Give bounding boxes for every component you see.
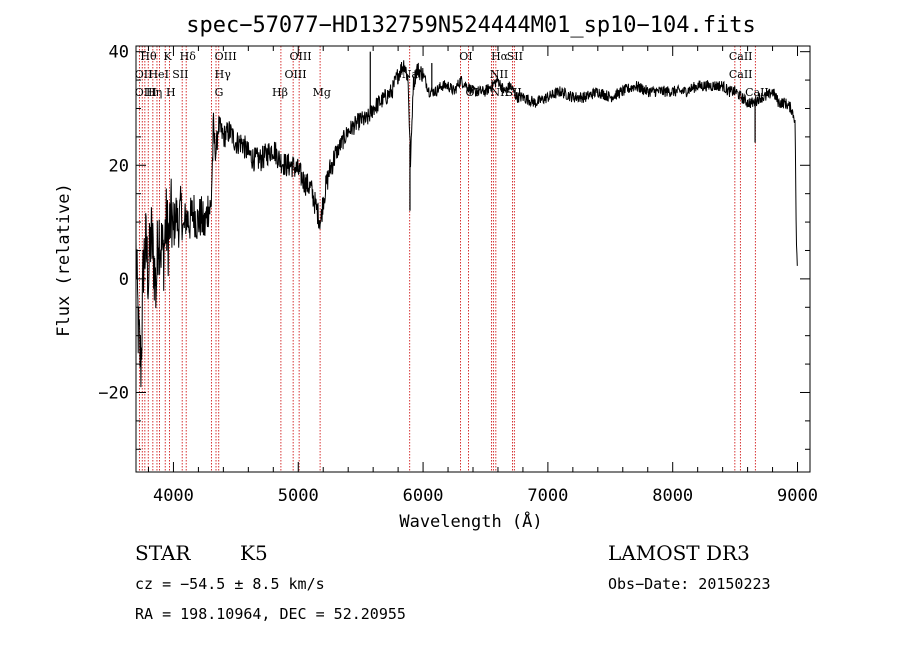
x-tick-label: 6000 xyxy=(403,486,444,506)
line-label: Hβ xyxy=(272,86,288,99)
spectrum-line xyxy=(135,60,798,388)
y-axis: −20 0 20 40 xyxy=(98,43,810,450)
reference-lines xyxy=(138,46,756,472)
line-label: G xyxy=(215,86,224,99)
y-axis-label: Flux (relative) xyxy=(54,183,74,337)
x-tick-label: 9000 xyxy=(777,486,818,506)
line-label: SII xyxy=(507,50,523,63)
line-label: K xyxy=(163,50,172,63)
line-label: Mg xyxy=(313,86,331,99)
plot-frame xyxy=(135,45,811,473)
x-tick-label: 4000 xyxy=(153,486,194,506)
line-label: CaII xyxy=(729,50,753,63)
line-label: Hγ xyxy=(215,68,232,81)
line-label: CaII xyxy=(745,86,769,99)
line-label: OIII xyxy=(215,50,237,63)
x-tick-label: 5000 xyxy=(278,486,319,506)
x-tick-label: 7000 xyxy=(527,486,568,506)
y-tick-label: −20 xyxy=(98,383,129,403)
coordinates: RA = 198.10964, DEC = 52.20955 xyxy=(135,605,406,623)
line-label: SII xyxy=(172,68,188,81)
line-label: OII xyxy=(135,68,153,81)
x-axis-label: Wavelength (Å) xyxy=(399,510,542,532)
line-label: CaII xyxy=(729,68,753,81)
line-label: OI xyxy=(459,50,472,63)
line-label: OIII xyxy=(290,50,312,63)
survey-name: LAMOST DR3 xyxy=(608,541,750,565)
spectrum-spikes xyxy=(369,51,756,211)
object-subclass: K5 xyxy=(240,541,268,565)
redshift-velocity: cz = −54.5 ± 8.5 km/s xyxy=(135,575,325,593)
line-label: Hδ xyxy=(180,50,197,63)
line-label: NII xyxy=(490,68,508,81)
y-tick-label: 0 xyxy=(119,270,129,290)
observation-date: Obs−Date: 20150223 xyxy=(608,575,771,593)
line-label: OIII xyxy=(285,68,307,81)
line-label: Hθ xyxy=(140,50,157,63)
object-type: STAR xyxy=(135,541,191,565)
line-label: Hη xyxy=(146,86,162,99)
chart-title: spec−57077−HD132759N524444M01_sp10−104.f… xyxy=(186,13,756,38)
line-label: HeI xyxy=(148,68,168,81)
y-tick-label: 20 xyxy=(109,156,129,176)
x-axis: 4000 5000 6000 7000 8000 9000 xyxy=(147,46,818,506)
x-tick-label: 8000 xyxy=(652,486,693,506)
y-tick-label: 40 xyxy=(109,43,129,63)
line-label: Hα xyxy=(491,50,509,63)
line-label: OIII xyxy=(135,86,157,99)
line-label: H xyxy=(166,86,176,99)
